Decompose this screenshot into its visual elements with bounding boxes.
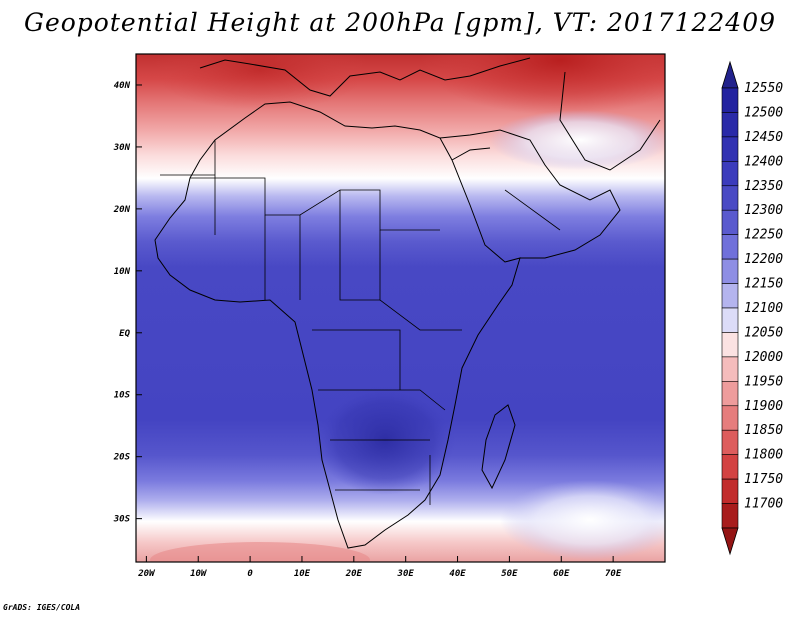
colorbar-top-arrow bbox=[721, 60, 739, 89]
colorbar-swatch bbox=[721, 136, 739, 162]
colorbar-bottom-arrow bbox=[721, 527, 739, 556]
lon-tick-label: 60E bbox=[553, 569, 570, 579]
plot-frame bbox=[135, 53, 666, 563]
lon-tick-label: 40E bbox=[449, 569, 466, 579]
colorbar-level-label: 11850 bbox=[744, 423, 783, 438]
colorbar-level-label: 11750 bbox=[744, 472, 783, 487]
colorbar-level-label: 12500 bbox=[744, 105, 783, 120]
colorbar-swatch bbox=[721, 185, 739, 211]
colorbar-swatch bbox=[721, 356, 739, 382]
lon-tick-label: 10E bbox=[294, 569, 311, 579]
colorbar-level-label: 12150 bbox=[744, 277, 783, 292]
colorbar-swatch bbox=[721, 234, 739, 260]
map-title: Geopotential Height at 200hPa [gpm], VT:… bbox=[23, 8, 777, 37]
colorbar-level-label: 11800 bbox=[744, 448, 783, 463]
colorbar-level-label: 12350 bbox=[744, 179, 783, 194]
lon-tick-label: 20E bbox=[345, 569, 363, 579]
lat-tick-label: 30N bbox=[113, 143, 131, 153]
colorbar-level-label: 12550 bbox=[744, 81, 783, 96]
colorbar-level-label: 12250 bbox=[744, 228, 783, 243]
lat-tick-label: 40N bbox=[114, 81, 131, 91]
colorbar-swatch bbox=[721, 87, 739, 113]
colorbar-swatch bbox=[721, 454, 739, 480]
colorbar-level-label: 11950 bbox=[744, 374, 783, 389]
colorbar-swatch bbox=[721, 405, 739, 431]
colorbar-swatch bbox=[721, 258, 739, 284]
colorbar: 12550 12500 12450 12400 12350 12300 12250 12200… bbox=[721, 60, 783, 556]
colorbar-level-label: 12400 bbox=[744, 154, 783, 169]
colorbar-swatch bbox=[721, 429, 739, 455]
lat-tick-label: EQ bbox=[119, 329, 130, 339]
colorbar-level-label: 12050 bbox=[744, 325, 783, 340]
lon-tick-label: 50E bbox=[501, 569, 518, 579]
colorbar-swatch bbox=[721, 332, 739, 358]
lon-tick-label: 70E bbox=[605, 569, 622, 579]
colorbar-level-label: 12450 bbox=[744, 130, 783, 145]
colorbar-level-label: 12100 bbox=[744, 301, 783, 316]
lat-tick-label: 10S bbox=[114, 391, 131, 401]
height-field bbox=[136, 54, 665, 562]
latitude-axis: 40N 30N 20N 10N EQ 10S 20S 30S bbox=[113, 81, 142, 525]
colorbar-swatch bbox=[721, 503, 739, 529]
lat-tick-label: 10N bbox=[114, 267, 131, 277]
longitude-axis: 20W 10W 0 10E 20E 30E 40E 50E 60E 70E bbox=[137, 556, 622, 579]
colorbar-swatch bbox=[721, 381, 739, 407]
lon-tick-label: 10W bbox=[190, 569, 208, 579]
lon-tick-label: 0 bbox=[247, 569, 253, 579]
colorbar-swatch bbox=[721, 478, 739, 504]
colorbar-level-label: 12200 bbox=[744, 252, 783, 267]
lat-tick-label: 20S bbox=[113, 453, 131, 463]
lat-tick-label: 20N bbox=[113, 205, 131, 215]
lon-tick-label: 30E bbox=[397, 569, 415, 579]
colorbar-level-label: 11900 bbox=[744, 399, 783, 414]
colorbar-swatch bbox=[721, 209, 739, 235]
colorbar-swatch bbox=[721, 112, 739, 138]
colorbar-swatch bbox=[721, 307, 739, 333]
colorbar-level-label: 12000 bbox=[744, 350, 783, 365]
lon-tick-label: 20W bbox=[137, 569, 156, 579]
coastlines bbox=[154, 57, 661, 549]
colorbar-swatch bbox=[721, 283, 739, 309]
colorbar-swatch bbox=[721, 161, 739, 187]
lat-tick-label: 30S bbox=[113, 515, 131, 525]
country-borders bbox=[160, 140, 561, 505]
grads-credit: GrADS: IGES/COLA bbox=[3, 603, 81, 612]
colorbar-level-label: 12300 bbox=[744, 203, 783, 218]
colorbar-level-label: 11700 bbox=[744, 497, 783, 512]
